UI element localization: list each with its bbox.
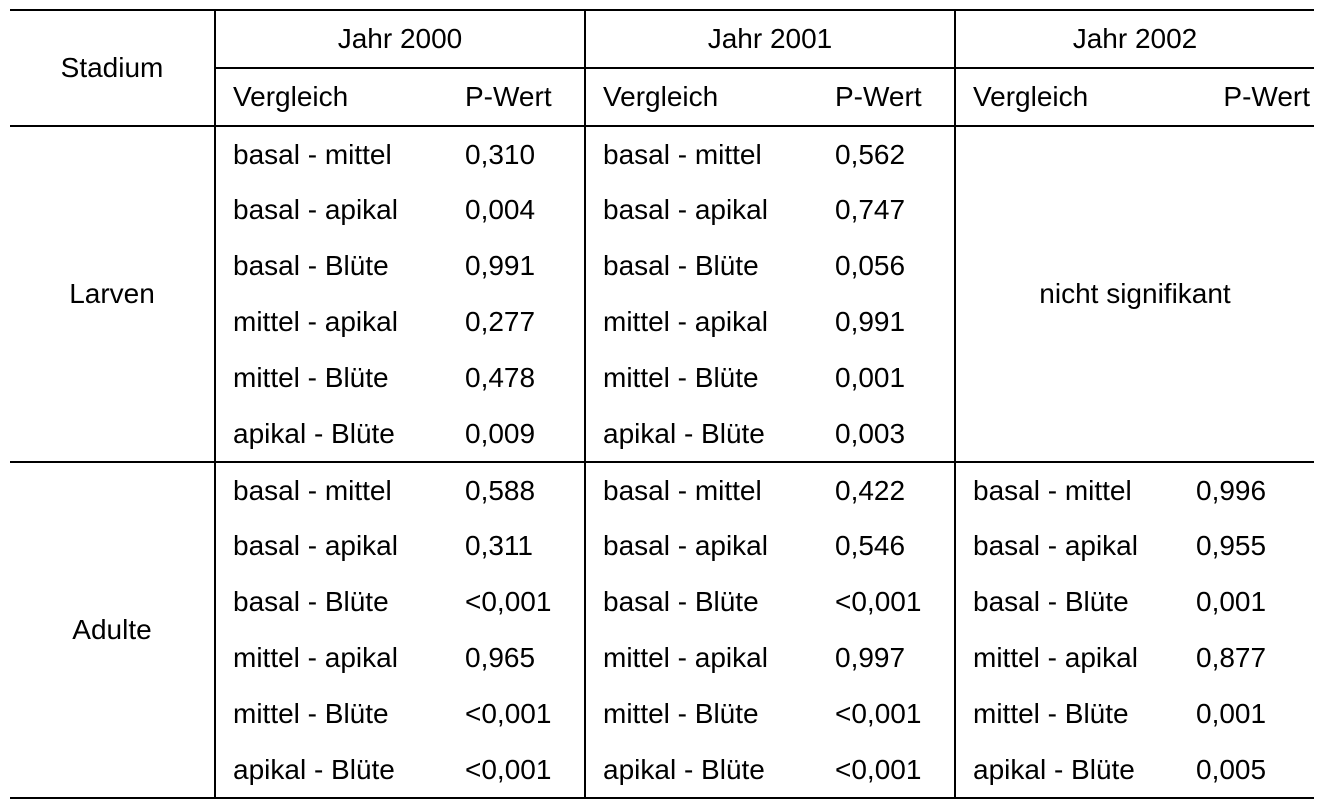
pvalue-cell: 0,009 [465, 406, 585, 463]
pvalue-cell: 0,422 [835, 474, 906, 506]
comparison-cell: basal - Blüte [954, 574, 1190, 630]
table-row: Larven basal - mittel 0,310 basal - mittel 0… [10, 126, 1314, 463]
pvalue-cell: 0,277 [465, 306, 536, 337]
year-2000-header: Jahr 2000 [214, 9, 585, 69]
pvalue-cell: 0,997 [835, 642, 906, 673]
pvalue-cell: 0,562 [835, 138, 906, 170]
pvalue-header-2000: P-Wert [465, 68, 585, 127]
pvalue-header-2001: P-Wert [835, 68, 955, 127]
table-row: apikal - Blüte <0,001 apikal - Blüte <0,001… [10, 742, 1314, 799]
table-row: basal - apikal 0,004 basal - apikal 0,747 [10, 182, 1314, 238]
comparison-header-2001: Vergleich [584, 68, 835, 127]
not-significant-note: nicht signifikant [954, 126, 1314, 463]
pvalue-cell: 0,003 [835, 406, 955, 463]
comparison-header-2000: Vergleich [214, 68, 465, 127]
pvalue-cell: 0,056 [835, 250, 906, 281]
pvalue-cell: <0,001 [835, 698, 922, 729]
comparison-cell: mittel - apikal [584, 294, 835, 350]
table-row: basal - apikal 0,311 basal - apikal 0,546 ba… [10, 518, 1314, 574]
pvalue-cell: <0,001 [465, 586, 552, 617]
pvalue-cell: <0,001 [465, 698, 552, 729]
comparison-cell: mittel - Blüte [214, 350, 465, 406]
sub-header-row: Vergleich P-Wert Vergleich P-Wert Vergle… [10, 68, 1314, 127]
pvalue-cell: 0,478 [465, 362, 536, 393]
comparison-cell: basal - mittel [954, 462, 1190, 518]
comparison-cell: basal - Blüte [584, 238, 835, 294]
table-row: Adulte basal - mittel 0,588 basal - mittel 0… [10, 462, 1314, 799]
comparison-cell: mittel - apikal [954, 630, 1190, 686]
comparison-cell: apikal - Blüte [214, 742, 465, 799]
pvalue-cell: 0,001 [1196, 698, 1267, 729]
pvalue-cell: 0,005 [1190, 742, 1314, 799]
comparison-cell: mittel - apikal [214, 630, 465, 686]
table-row: mittel - Blüte 0,478 mittel - Blüte 0,001 [10, 350, 1314, 406]
p-value-table: Stadium Jahr 2000 Jahr 2001 Jahr 2002 Ve… [10, 9, 1314, 799]
pvalue-cell: 0,001 [1196, 586, 1267, 617]
comparison-cell: apikal - Blüte [214, 406, 465, 463]
pvalue-cell: 0,546 [835, 530, 906, 561]
table-row: basal - Blüte 0,991 basal - Blüte 0,056 [10, 238, 1314, 294]
table-row: mittel - apikal 0,965 mittel - apikal 0,997… [10, 630, 1314, 686]
comparison-cell: basal - mittel [584, 462, 835, 518]
pvalue-cell: <0,001 [835, 586, 922, 617]
comparison-cell: apikal - Blüte [954, 742, 1190, 799]
pvalue-header-2002: P-Wert [1190, 68, 1314, 127]
table-body: Larven basal - mittel 0,310 basal - mittel 0… [10, 126, 1314, 799]
table-row: apikal - Blüte 0,009 apikal - Blüte 0,003 [10, 406, 1314, 463]
pvalue-cell: 0,001 [835, 362, 906, 393]
pvalue-cell: 0,004 [465, 194, 536, 225]
comparison-cell: basal - mittel [214, 126, 465, 182]
pvalue-cell: 0,311 [465, 530, 533, 561]
comparison-cell: basal - apikal [214, 518, 465, 574]
pvalue-cell: 0,991 [465, 250, 536, 281]
comparison-cell: apikal - Blüte [584, 406, 835, 463]
pvalue-cell: <0,001 [465, 742, 585, 799]
stadium-cell: Adulte [10, 462, 215, 799]
comparison-cell: basal - Blüte [214, 574, 465, 630]
comparison-cell: mittel - Blüte [584, 686, 835, 742]
stadium-cell: Larven [10, 126, 215, 463]
table-row: mittel - apikal 0,277 mittel - apikal 0,991 [10, 294, 1314, 350]
pvalue-cell: 0,588 [465, 474, 536, 506]
comparison-cell: mittel - apikal [214, 294, 465, 350]
table-row: mittel - Blüte <0,001 mittel - Blüte <0,001… [10, 686, 1314, 742]
comparison-cell: basal - apikal [584, 182, 835, 238]
comparison-cell: basal - mittel [214, 462, 465, 518]
comparison-cell: basal - mittel [584, 126, 835, 182]
pvalue-cell: <0,001 [835, 742, 955, 799]
pvalue-cell: 0,955 [1196, 530, 1267, 561]
year-2001-header: Jahr 2001 [584, 9, 955, 69]
pvalue-cell: 0,965 [465, 642, 536, 673]
pvalue-cell: 0,310 [465, 138, 536, 170]
comparison-cell: basal - apikal [214, 182, 465, 238]
comparison-header-2002: Vergleich [954, 68, 1190, 127]
pvalue-cell: 0,877 [1196, 642, 1267, 673]
comparison-cell: basal - Blüte [584, 574, 835, 630]
year-header-row: Stadium Jahr 2000 Jahr 2001 Jahr 2002 [10, 9, 1314, 127]
pvalue-cell: 0,747 [835, 194, 906, 225]
pvalue-cell: 0,991 [835, 306, 906, 337]
comparison-cell: mittel - Blüte [584, 350, 835, 406]
table-row: basal - Blüte <0,001 basal - Blüte <0,001 ba… [10, 574, 1314, 630]
comparison-cell: mittel - Blüte [214, 686, 465, 742]
stadium-header: Stadium [10, 9, 215, 127]
comparison-cell: basal - apikal [954, 518, 1190, 574]
year-2002-header: Jahr 2002 [954, 9, 1314, 69]
comparison-cell: mittel - Blüte [954, 686, 1190, 742]
comparison-cell: basal - Blüte [214, 238, 465, 294]
pvalue-cell: 0,996 [1196, 474, 1267, 506]
comparison-cell: apikal - Blüte [584, 742, 835, 799]
comparison-cell: mittel - apikal [584, 630, 835, 686]
comparison-cell: basal - apikal [584, 518, 835, 574]
